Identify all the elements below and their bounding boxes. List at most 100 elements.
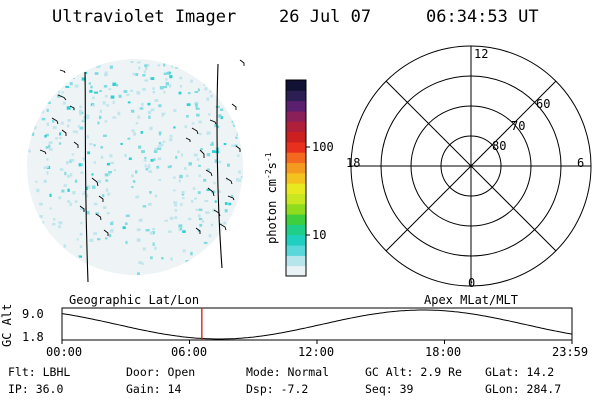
aurora-pixel xyxy=(235,136,238,139)
aurora-pixel xyxy=(72,191,76,195)
aurora-pixel xyxy=(154,99,159,102)
aurora-pixel xyxy=(81,77,86,81)
aurora-pixel xyxy=(132,180,136,183)
aurora-pixel xyxy=(220,108,224,111)
aurora-pixel xyxy=(49,193,52,197)
aurora-pixel xyxy=(52,119,55,123)
aurora-pixel xyxy=(80,222,83,225)
aurora-pixel xyxy=(60,221,63,225)
aurora-pixel xyxy=(85,186,88,191)
aurora-pixel xyxy=(166,71,170,75)
aurora-pixel xyxy=(195,107,200,110)
aurora-pixel xyxy=(196,158,200,161)
coastline-segment xyxy=(213,209,221,217)
aurora-pixel xyxy=(192,187,196,190)
aurora-pixel xyxy=(80,207,83,211)
aurora-pixel xyxy=(152,227,156,231)
aurora-pixel xyxy=(131,186,134,189)
aurora-pixel xyxy=(171,65,174,68)
aurora-pixel xyxy=(82,192,85,196)
aurora-pixel xyxy=(231,194,234,198)
aurora-pixel xyxy=(127,101,131,104)
aurora-pixel xyxy=(184,167,187,170)
dsp-status: Dsp: -7.2 xyxy=(246,382,309,396)
aurora-pixel xyxy=(237,179,242,182)
aurora-pixel xyxy=(203,178,207,182)
aurora-pixel xyxy=(210,223,214,227)
aurora-pixel xyxy=(126,93,130,96)
aurora-pixel xyxy=(132,72,135,76)
aurora-pixel xyxy=(179,84,183,88)
aurora-pixel xyxy=(112,100,115,104)
aurora-pixel xyxy=(137,115,140,119)
aurora-pixel xyxy=(84,71,88,75)
aurora-pixel xyxy=(106,104,110,107)
aurora-pixel xyxy=(210,143,214,146)
aurora-pixel xyxy=(194,91,199,94)
aurora-pixel xyxy=(157,145,162,148)
aurora-pixel xyxy=(48,141,53,144)
aurora-pixel xyxy=(182,249,186,253)
aurora-pixel xyxy=(41,117,46,121)
aurora-pixel xyxy=(174,209,178,212)
aurora-pixel xyxy=(67,188,70,192)
aurora-pixel xyxy=(178,91,182,95)
aurora-pixel xyxy=(213,182,216,185)
coastline-segment xyxy=(239,59,245,66)
aurora-pixel xyxy=(90,85,93,89)
colorbar-swatch xyxy=(286,234,306,246)
aurora-pixel xyxy=(149,126,153,131)
aurora-pixel xyxy=(147,165,151,169)
colorbar-swatch xyxy=(286,80,306,91)
aurora-pixel xyxy=(91,173,94,176)
aurora-pixel xyxy=(137,61,141,64)
coastline-segment xyxy=(39,149,47,155)
aurora-pixel xyxy=(31,132,35,136)
colorbar-swatch xyxy=(286,193,306,205)
aurora-pixel xyxy=(52,126,57,129)
aurora-pixel xyxy=(203,83,206,86)
aurora-pixel xyxy=(112,116,117,119)
aurora-pixel xyxy=(165,82,169,86)
mode-status: Mode: Normal xyxy=(246,365,330,379)
aurora-pixel xyxy=(60,121,64,125)
aurora-pixel xyxy=(143,159,147,162)
aurora-pixel xyxy=(203,241,208,244)
aurora-pixel xyxy=(103,85,108,88)
aurora-pixel xyxy=(181,197,185,200)
coastline-segment xyxy=(195,227,201,234)
aurora-pixel xyxy=(190,251,193,256)
aurora-pixel xyxy=(139,107,144,110)
mlt-label-0: 0 xyxy=(468,276,476,290)
aurora-pixel xyxy=(151,231,155,235)
aurora-pixel xyxy=(232,123,237,126)
aurora-pixel xyxy=(146,64,150,67)
aurora-pixel xyxy=(58,221,61,225)
colorbar-swatch xyxy=(286,214,306,225)
aurora-pixel xyxy=(169,138,173,142)
altitude-plot-frame xyxy=(61,307,573,341)
aurora-pixel xyxy=(82,119,86,122)
aurora-pixel xyxy=(46,108,49,112)
aurora-pixel xyxy=(62,101,66,105)
aurora-pixel xyxy=(195,104,198,109)
aurora-pixel xyxy=(163,86,168,89)
aurora-pixel xyxy=(215,105,220,108)
aurora-pixel xyxy=(92,96,95,100)
aurora-pixel xyxy=(179,76,183,80)
aurora-pixel xyxy=(224,209,228,213)
aurora-pixel xyxy=(108,171,112,174)
aurora-pixel xyxy=(109,65,113,69)
aurora-pixel xyxy=(44,135,47,138)
aurora-pixel xyxy=(153,158,156,162)
colorbar-swatch xyxy=(286,121,306,133)
aurora-pixel xyxy=(198,217,203,221)
aurora-pixel xyxy=(161,257,164,260)
aurora-pixel xyxy=(178,224,183,228)
aurora-pixel xyxy=(191,122,195,125)
aurora-pixel xyxy=(135,195,140,199)
aurora-pixel xyxy=(110,161,115,165)
aurora-pixel xyxy=(43,179,47,183)
aurora-pixel xyxy=(197,229,201,233)
